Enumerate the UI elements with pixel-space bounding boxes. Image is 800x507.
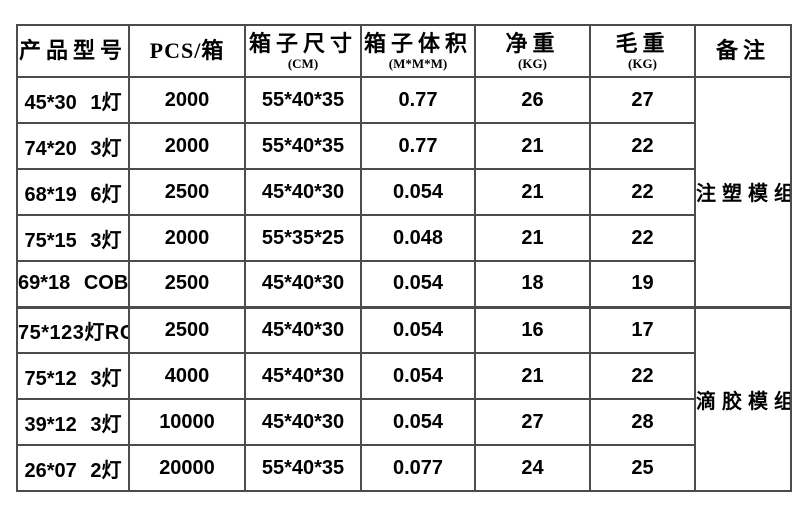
header-unit-label: (KG) xyxy=(518,56,547,72)
cell-gross-weight: 17 xyxy=(589,305,696,354)
cell-model: 45*30 1灯 xyxy=(16,76,130,124)
cell-net-weight: 21 xyxy=(474,122,591,170)
header-label: 净重 xyxy=(505,30,560,56)
cell-box-size: 45*40*30 xyxy=(244,260,362,308)
header-unit-label: (M*M*M) xyxy=(388,56,448,72)
cell-box-size: 45*40*30 xyxy=(244,398,362,446)
table-row: 26*07 2灯 20000 55*40*35 0.077 24 25 xyxy=(16,444,791,492)
header-unit-label: (CM) xyxy=(287,56,319,72)
header-unit-label: (KG) xyxy=(628,56,657,72)
cell-gross-weight: 22 xyxy=(589,352,696,400)
cell-pcs: 4000 xyxy=(128,352,246,400)
header-product-model: 产品型号 xyxy=(16,24,130,78)
cell-pcs: 2500 xyxy=(128,305,246,354)
cell-gross-weight: 22 xyxy=(589,168,696,216)
header-label: 产品型号 xyxy=(18,37,127,63)
cell-box-volume: 0.054 xyxy=(360,305,476,354)
table-row: 68*19 6灯 2500 45*40*30 0.054 21 22 xyxy=(16,168,791,216)
table-row: 75*15 3灯 2000 55*35*25 0.048 21 22 xyxy=(16,214,791,262)
cell-box-volume: 0.077 xyxy=(360,444,476,492)
cell-gross-weight: 22 xyxy=(589,214,696,262)
cell-model: 69*18 COB xyxy=(16,260,130,308)
cell-box-volume: 0.77 xyxy=(360,122,476,170)
cell-net-weight: 18 xyxy=(474,260,591,308)
header-label: 备注 xyxy=(715,37,770,63)
header-pcs-per-box: PCS/箱 xyxy=(128,24,246,78)
cell-remark-epoxy-group: 滴胶模组 xyxy=(694,305,792,492)
cell-net-weight: 21 xyxy=(474,214,591,262)
cell-model: 68*19 6灯 xyxy=(16,168,130,216)
header-row: 产品型号 PCS/箱 箱子尺寸 (CM) 箱子体积 (M*M*M) 净重 (KG… xyxy=(16,24,792,78)
header-net-weight: 净重 (KG) xyxy=(474,24,591,78)
header-label: PCS/箱 xyxy=(149,37,225,63)
cell-net-weight: 27 xyxy=(474,398,591,446)
cell-model: 39*12 3灯 xyxy=(16,398,130,446)
table-row: 75*12 3灯 4000 45*40*30 0.054 21 22 xyxy=(16,352,791,400)
table-row: 69*18 COB 2500 45*40*30 0.054 18 19 xyxy=(16,260,791,308)
cell-gross-weight: 19 xyxy=(589,260,696,308)
cell-box-size: 45*40*30 xyxy=(244,352,362,400)
cell-model: 26*07 2灯 xyxy=(16,444,130,492)
header-gross-weight: 毛重 (KG) xyxy=(589,24,696,78)
header-label: 箱子尺寸 xyxy=(248,30,357,56)
cell-pcs: 2500 xyxy=(128,168,246,216)
table-header: 产品型号 PCS/箱 箱子尺寸 (CM) 箱子体积 (M*M*M) 净重 (KG… xyxy=(16,24,792,78)
cell-box-volume: 0.054 xyxy=(360,398,476,446)
cell-model: 75*15 3灯 xyxy=(16,214,130,262)
cell-box-size: 55*40*35 xyxy=(244,76,362,124)
cell-gross-weight: 28 xyxy=(589,398,696,446)
header-label: 毛重 xyxy=(615,30,670,56)
header-label: 箱子体积 xyxy=(363,30,472,56)
cell-net-weight: 26 xyxy=(474,76,591,124)
table-body: 45*30 1灯 2000 55*40*35 0.77 26 27 注塑模组 7… xyxy=(16,76,792,492)
cell-gross-weight: 25 xyxy=(589,444,696,492)
cell-model: 75*123灯RGB xyxy=(16,305,130,354)
cell-box-size: 55*40*35 xyxy=(244,444,362,492)
header-box-volume: 箱子体积 (M*M*M) xyxy=(360,24,476,78)
cell-box-size: 45*40*30 xyxy=(244,305,362,354)
cell-net-weight: 21 xyxy=(474,168,591,216)
cell-box-size: 55*35*25 xyxy=(244,214,362,262)
cell-remark-injection-group: 注塑模组 xyxy=(694,76,792,308)
cell-gross-weight: 22 xyxy=(589,122,696,170)
cell-pcs: 2000 xyxy=(128,122,246,170)
cell-box-size: 55*40*35 xyxy=(244,122,362,170)
cell-box-volume: 0.048 xyxy=(360,214,476,262)
cell-pcs: 2000 xyxy=(128,214,246,262)
cell-net-weight: 16 xyxy=(474,305,591,354)
table-row: 75*123灯RGB 2500 45*40*30 0.054 16 17 滴胶模… xyxy=(16,305,792,492)
cell-pcs: 20000 xyxy=(128,444,246,492)
cell-box-size: 45*40*30 xyxy=(244,168,362,216)
header-box-size: 箱子尺寸 (CM) xyxy=(244,24,362,78)
cell-pcs: 2500 xyxy=(128,260,246,308)
cell-net-weight: 21 xyxy=(474,352,591,400)
table-row: 74*20 3灯 2000 55*40*35 0.77 21 22 xyxy=(16,122,791,170)
cell-box-volume: 0.054 xyxy=(360,260,476,308)
header-remark: 备注 xyxy=(694,24,792,78)
cell-pcs: 10000 xyxy=(128,398,246,446)
cell-gross-weight: 27 xyxy=(589,76,696,124)
cell-pcs: 2000 xyxy=(128,76,246,124)
cell-net-weight: 24 xyxy=(474,444,591,492)
cell-box-volume: 0.77 xyxy=(360,76,476,124)
table-row: 39*12 3灯 10000 45*40*30 0.054 27 28 xyxy=(16,398,791,446)
cell-model: 74*20 3灯 xyxy=(16,122,130,170)
product-spec-table: 产品型号 PCS/箱 箱子尺寸 (CM) 箱子体积 (M*M*M) 净重 (KG… xyxy=(16,24,792,492)
cell-model: 75*12 3灯 xyxy=(16,352,130,400)
table-row: 45*30 1灯 2000 55*40*35 0.77 26 27 注塑模组 xyxy=(16,76,792,308)
cell-box-volume: 0.054 xyxy=(360,352,476,400)
cell-box-volume: 0.054 xyxy=(360,168,476,216)
